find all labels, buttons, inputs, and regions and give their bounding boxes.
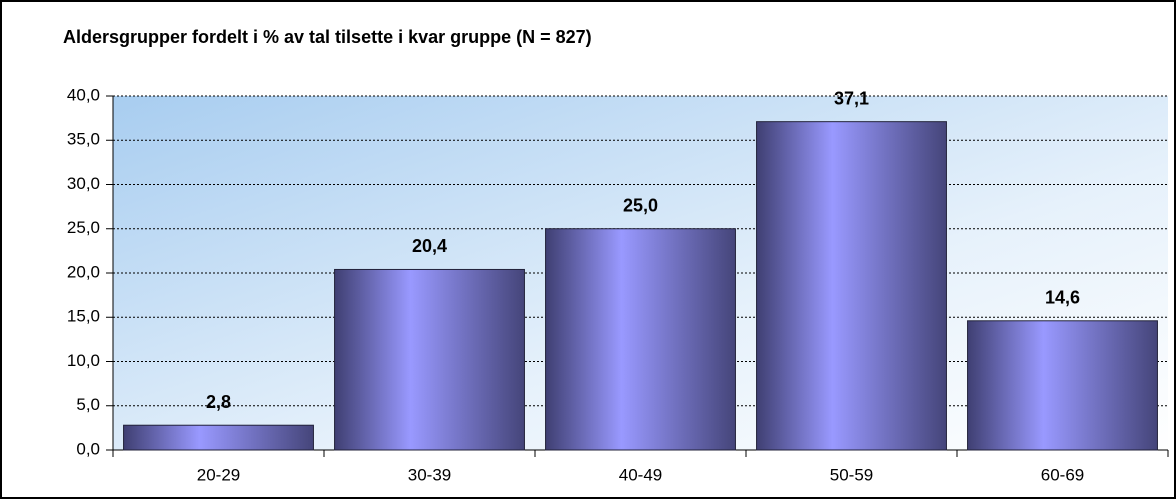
data-label: 2,8: [206, 392, 231, 412]
bar: [967, 320, 1158, 451]
y-tick-label: 30,0: [67, 174, 100, 193]
y-tick-label: 40,0: [67, 85, 100, 104]
bar: [123, 424, 314, 451]
bar: [334, 268, 525, 451]
y-tick-label: 10,0: [67, 351, 100, 370]
y-tick-label: 20,0: [67, 262, 100, 281]
y-tick-label: 15,0: [67, 307, 100, 326]
x-tick-label: 40-49: [619, 465, 662, 484]
x-tick-label: 30-39: [408, 465, 451, 484]
data-label: 20,4: [412, 236, 447, 256]
y-tick-label: 25,0: [67, 218, 100, 237]
y-tick-label: 5,0: [76, 395, 100, 414]
x-tick-label: 20-29: [197, 465, 240, 484]
x-tick-label: 50-59: [830, 465, 873, 484]
data-label: 25,0: [623, 196, 658, 216]
bar: [756, 121, 947, 451]
chart-title: Aldersgrupper fordelt i % av tal tilsett…: [63, 27, 592, 47]
x-tick-label: 60-69: [1041, 465, 1084, 484]
data-label: 14,6: [1045, 288, 1080, 308]
y-tick-label: 35,0: [67, 130, 100, 149]
bar: [545, 228, 736, 451]
data-label: 37,1: [834, 88, 869, 108]
y-tick-label: 0,0: [76, 439, 100, 458]
